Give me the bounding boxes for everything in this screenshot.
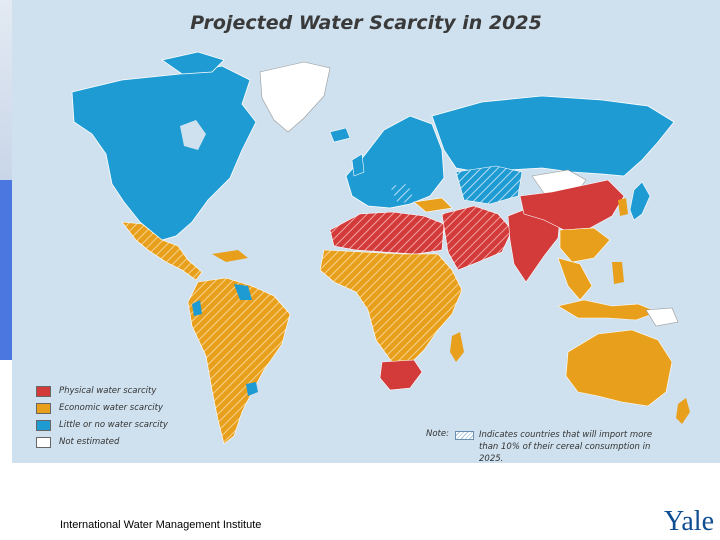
subsaharan-africa [319,249,463,363]
turkey [413,197,453,213]
caribbean [212,250,248,262]
new-zealand [676,398,690,424]
south-china [559,227,611,263]
yale-logo: Yale [663,506,714,537]
philippines [612,262,624,284]
mexico [121,221,203,281]
legend-label: Physical water scarcity [59,386,157,396]
balkans-hatch [390,184,414,204]
note-label: Note: [426,429,449,439]
uruguay [246,382,258,396]
europe [345,115,445,209]
legend-item-economic: Economic water scarcity [36,400,168,416]
kazakhstan [455,165,523,205]
legend-label: Not estimated [59,437,120,447]
legend-label: Economic water scarcity [59,403,163,413]
hatch-note: Note: Indicates countries that will impo… [426,429,657,463]
uk [351,153,365,177]
korea [618,198,628,216]
australia [565,329,673,407]
south-america [187,277,291,445]
middle-east [441,205,513,271]
legend-swatch [36,385,51,397]
hatch-swatch [455,431,474,440]
legend-label: Little or no water scarcity [59,420,168,430]
indonesia [557,299,659,321]
north-africa [329,211,445,255]
southeast-asia [557,257,593,301]
south-africa [379,359,423,391]
map-panel: Projected Water Scarcity in 2025 Physica… [12,0,720,463]
legend-item-not-estimated: Not estimated [36,434,168,450]
madagascar [450,332,464,362]
legend-swatch [36,419,51,431]
side-accent-blue [0,180,12,360]
legend-swatch [36,402,51,414]
north-america [71,65,257,241]
source-credit: International Water Management Institute [60,519,262,531]
legend-item-little: Little or no water scarcity [36,417,168,433]
map-title: Projected Water Scarcity in 2025 [190,12,542,34]
greenland [259,61,331,133]
hudson-bay [180,120,206,150]
new-guinea [645,307,679,327]
guianas [234,284,252,300]
legend-item-physical: Physical water scarcity [36,383,168,399]
arctic-islands [161,51,225,75]
russia [431,95,675,177]
legend: Physical water scarcity Economic water s… [36,383,168,451]
china [519,179,625,231]
note-text: Indicates countries that will import mor… [479,430,653,463]
japan [629,181,651,221]
ecuador-coast [192,300,202,316]
world-map [71,51,690,445]
legend-swatch [36,436,51,448]
side-accent-light [0,0,12,180]
iceland [329,127,351,143]
